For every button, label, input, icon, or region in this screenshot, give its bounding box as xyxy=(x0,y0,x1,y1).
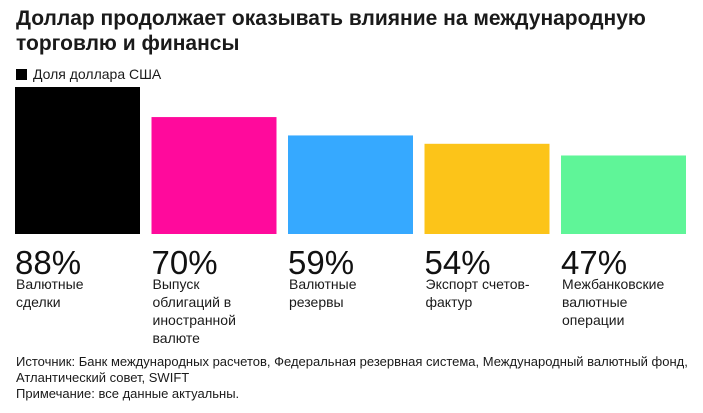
note: Примечание: все данные актуальны. xyxy=(16,386,240,401)
category-label-line: сделки xyxy=(16,294,61,310)
value-label-5: 47% xyxy=(561,244,627,281)
category-label-line: операции xyxy=(562,312,625,328)
category-label-line: фактур xyxy=(425,294,473,310)
bar-1 xyxy=(15,87,140,234)
category-label-line: валюте xyxy=(152,330,200,346)
category-label-line: иностранной xyxy=(152,312,236,328)
legend: Доля доллара США xyxy=(16,66,161,82)
category-label-line: Межбанковские xyxy=(562,276,665,292)
bar-2 xyxy=(151,117,277,234)
category-label-line: облигаций в xyxy=(152,294,232,310)
category-label-line: Валютные xyxy=(16,276,84,292)
category-label-line: валютные xyxy=(562,294,628,310)
category-label-1: Валютные сделки xyxy=(16,275,141,311)
bar-3 xyxy=(288,135,413,234)
category-label-line: резервы xyxy=(289,294,344,310)
legend-swatch xyxy=(16,68,27,80)
category-label-5: Межбанковские валютные операции xyxy=(562,275,687,329)
bar-5 xyxy=(561,155,686,234)
footer: Источник: Банк международных расчетов, Ф… xyxy=(16,354,696,402)
legend-label: Доля доллара США xyxy=(33,66,162,82)
category-label-2: Выпуск облигаций в иностранной валюте xyxy=(153,275,278,347)
chart-title: Доллар продолжает оказывать влияние на м… xyxy=(16,7,646,55)
category-label-line: Валютные xyxy=(289,276,357,292)
category-label-line: Выпуск xyxy=(152,276,200,292)
value-label-3: 59% xyxy=(288,244,354,281)
bar-4 xyxy=(424,143,550,234)
value-label-2: 70% xyxy=(152,244,218,281)
category-label-3: Валютные резервы xyxy=(289,275,414,311)
value-label-4: 54% xyxy=(425,244,491,281)
category-label-line: Экспорт счетов- xyxy=(425,276,530,292)
source-note: Источник: Банк международных расчетов, Ф… xyxy=(16,354,688,385)
value-label-1: 88% xyxy=(15,244,81,281)
category-label-4: Экспорт счетов-фактур xyxy=(426,275,551,311)
